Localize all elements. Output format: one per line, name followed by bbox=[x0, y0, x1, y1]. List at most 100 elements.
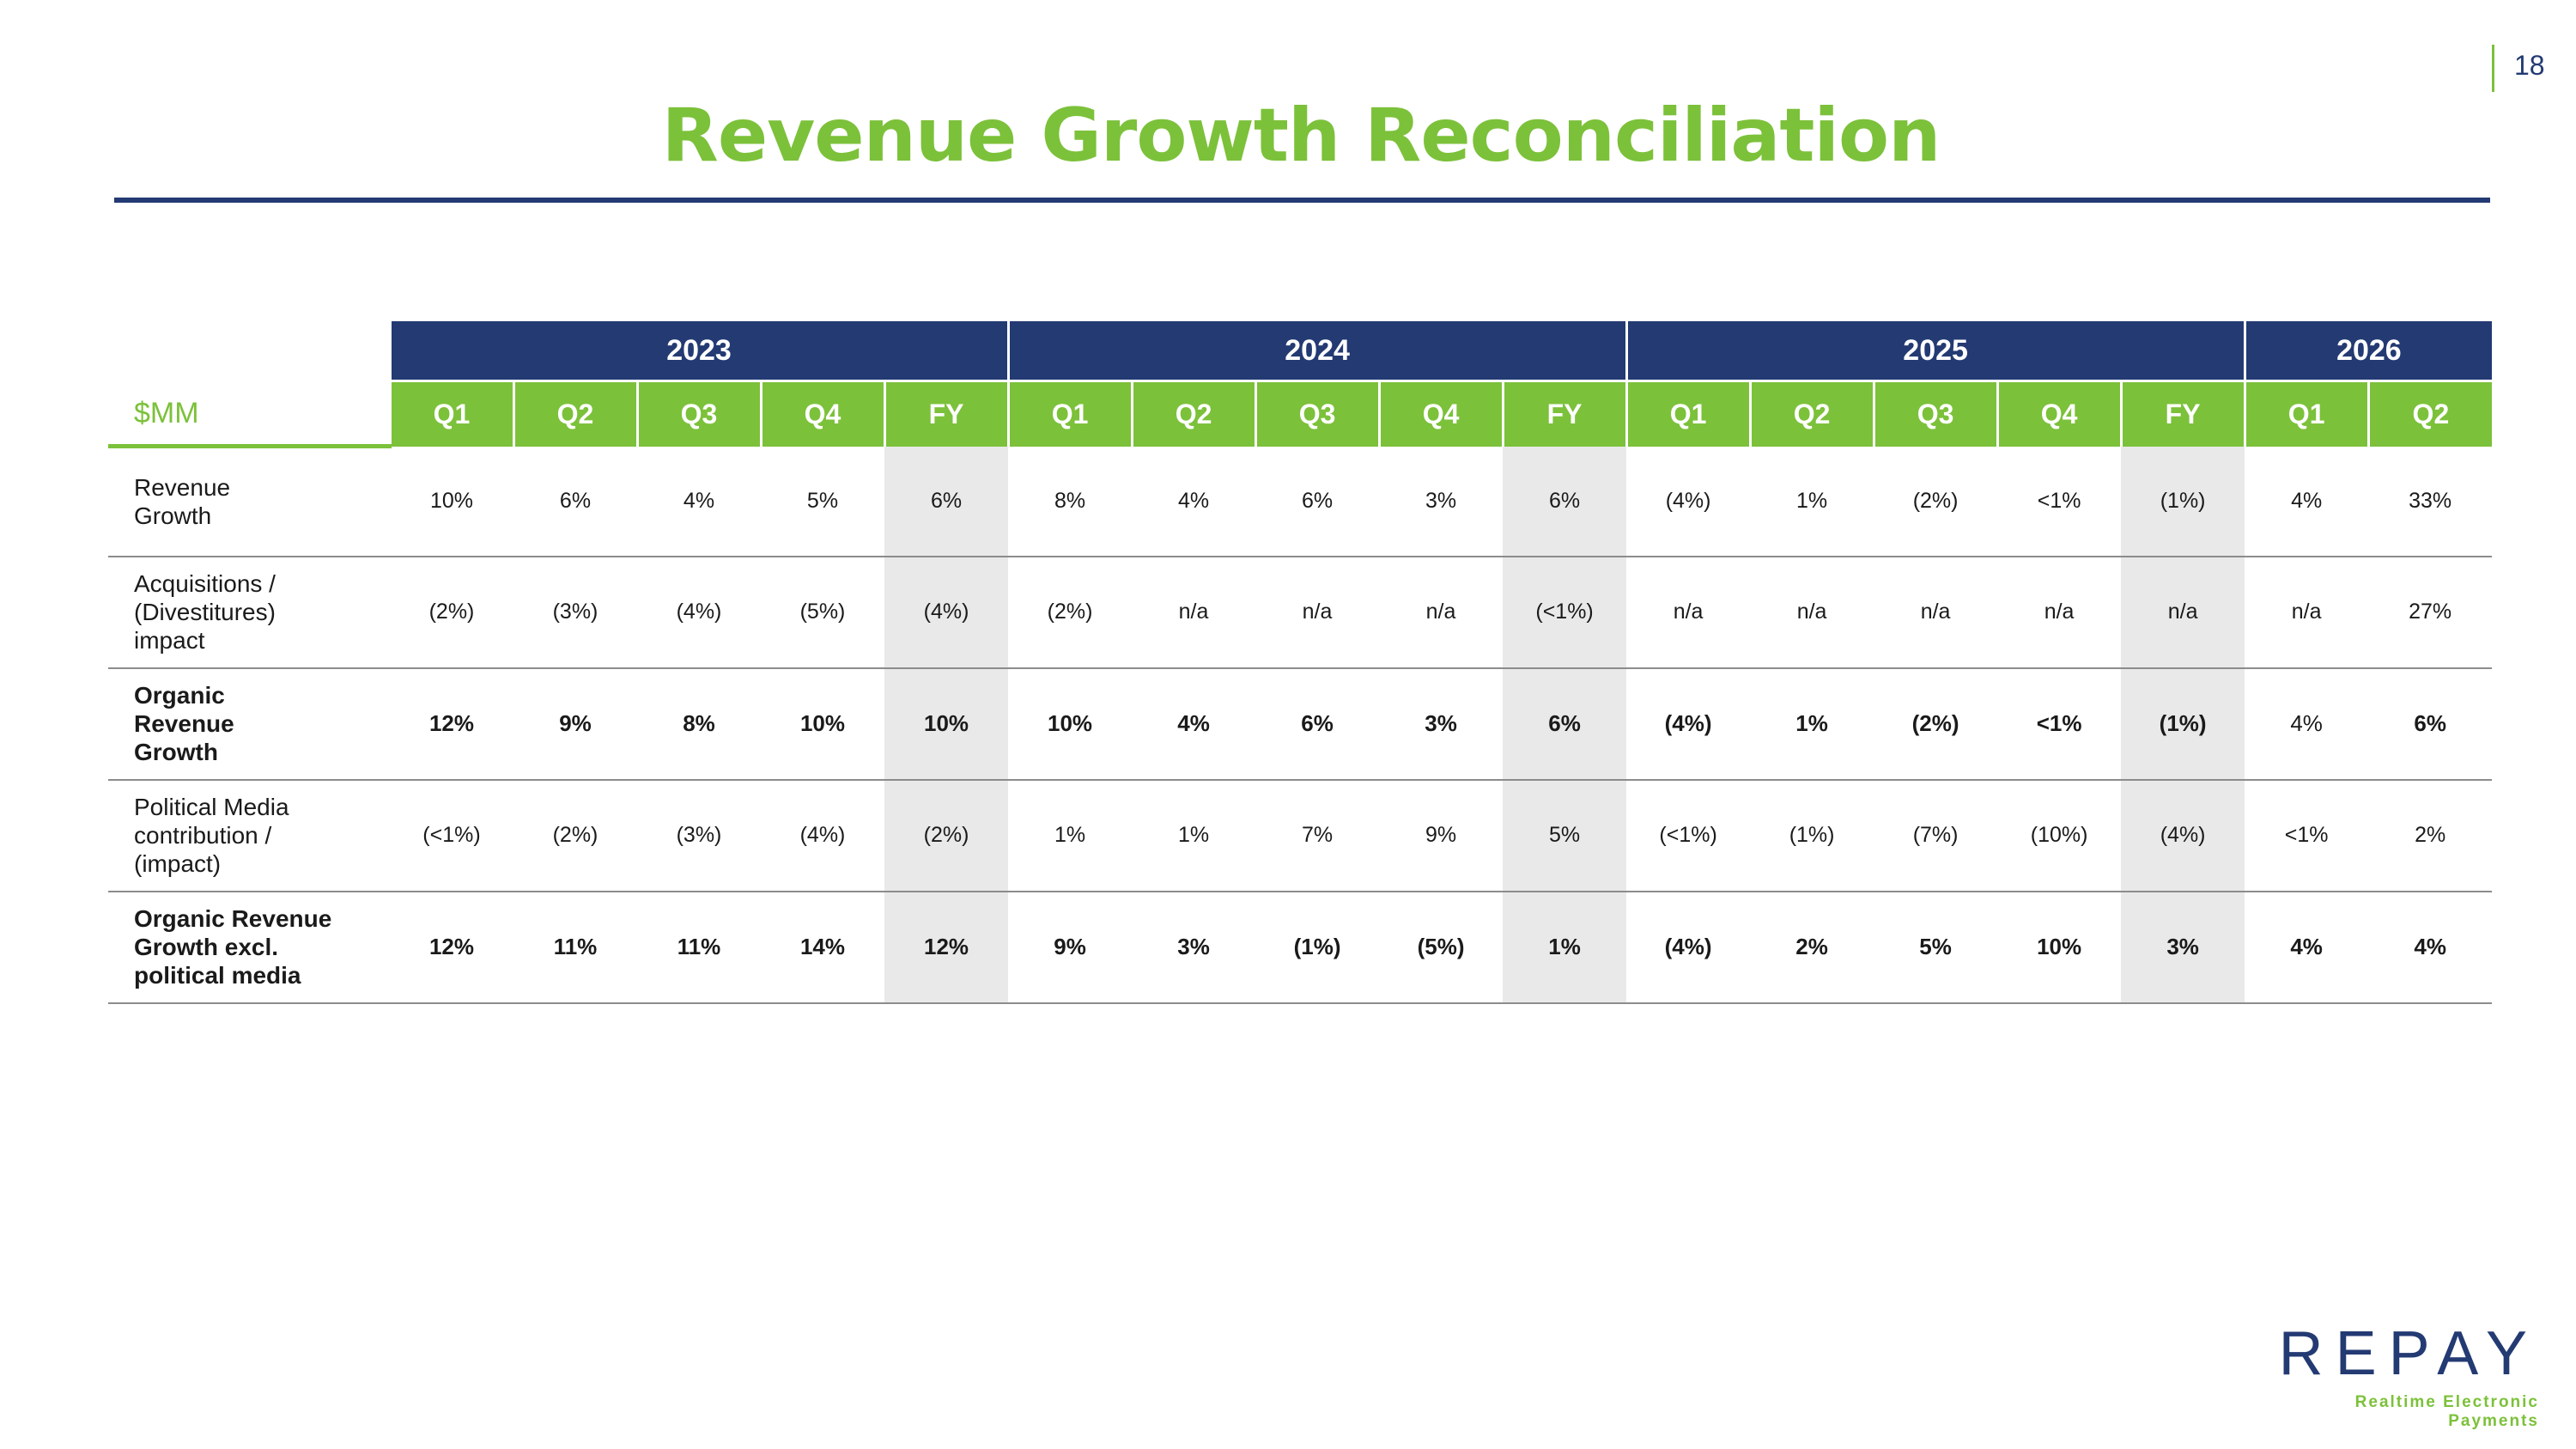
table-cell: 6% bbox=[1503, 446, 1627, 557]
table-cell: n/a bbox=[1255, 556, 1380, 669]
table-cell: (2%) bbox=[513, 779, 637, 892]
row-label: Organic Revenue Growth excl. political med… bbox=[108, 891, 390, 1004]
table-cell: 9% bbox=[1008, 891, 1133, 1004]
logo-wordmark: REPAY bbox=[2278, 1319, 2539, 1388]
period-header-q4: Q4 bbox=[1996, 380, 2122, 447]
row-label: Acquisitions / (Divestitures) impact bbox=[108, 556, 390, 669]
table-row: Revenue Growth 10% 6% 4% 5% 6% 8% 4% 6% 3% 6% (4%) 1%… bbox=[108, 446, 2493, 557]
period-header-q2: Q2 bbox=[1130, 380, 1256, 447]
table-cell: (10%) bbox=[1997, 779, 2122, 892]
table-cell: (2%) bbox=[1874, 446, 1998, 557]
table-cell: 9% bbox=[1379, 779, 1504, 892]
table-cell: (1%) bbox=[1255, 891, 1380, 1004]
table-cell: (3%) bbox=[513, 556, 637, 669]
table-cell: (<1%) bbox=[1626, 779, 1751, 892]
table-cell: 1% bbox=[1750, 446, 1874, 557]
period-header-fy: FY bbox=[1501, 380, 1627, 447]
table-cell: (4%) bbox=[637, 556, 761, 669]
period-header-row: $MM Q1 Q2 Q3 Q4 FY Q1 Q2 Q3 Q4 FY Q1 Q2 Q3 Q4 FY Q1 Q2 bbox=[108, 380, 2493, 448]
table-body: Revenue Growth 10% 6% 4% 5% 6% 8% 4% 6% 3% 6% (4%) 1%… bbox=[108, 446, 2493, 1004]
table-cell: (2%) bbox=[1874, 667, 1998, 781]
table-cell: n/a bbox=[2245, 556, 2369, 669]
table-cell: (4%) bbox=[2121, 779, 2245, 892]
period-header-q1: Q1 bbox=[388, 380, 513, 447]
period-header-q4: Q4 bbox=[759, 380, 884, 447]
table-cell: (4%) bbox=[1626, 667, 1751, 781]
table-cell: (5%) bbox=[761, 556, 884, 669]
table-cell: n/a bbox=[1132, 556, 1256, 669]
title-underline bbox=[114, 198, 2490, 203]
year-header-row: 2023 2024 2025 2026 bbox=[108, 321, 2493, 381]
table-cell: (1%) bbox=[1750, 779, 1874, 892]
table-cell: 3% bbox=[1132, 891, 1256, 1004]
table-cell: 10% bbox=[1008, 667, 1133, 781]
table-cell: 6% bbox=[1255, 667, 1380, 781]
table-cell: 11% bbox=[513, 891, 637, 1004]
table-cell: (<1%) bbox=[390, 779, 513, 892]
table-cell: 4% bbox=[2245, 667, 2369, 781]
table-cell: n/a bbox=[1626, 556, 1751, 669]
table-cell: <1% bbox=[2245, 779, 2369, 892]
period-header-q2: Q2 bbox=[1748, 380, 1874, 447]
year-header-2025: 2025 bbox=[1625, 321, 2245, 381]
table-cell: 1% bbox=[1750, 667, 1874, 781]
row-label-line: Growth bbox=[134, 739, 218, 765]
page-title: Revenue Growth Reconciliation bbox=[661, 93, 1941, 179]
row-label-line: contribution / bbox=[134, 822, 272, 849]
year-header-2026: 2026 bbox=[2243, 321, 2493, 381]
revenue-reconciliation-table: 2023 2024 2025 2026 $MM Q1 Q2 Q3 Q4 FY Q1 Q2 Q3 Q4 FY… bbox=[108, 321, 2493, 1004]
table-cell: 3% bbox=[2121, 891, 2245, 1004]
row-label: Organic Revenue Growth bbox=[108, 667, 390, 781]
table-cell: 4% bbox=[2245, 891, 2369, 1004]
row-label-line: (impact) bbox=[134, 850, 222, 877]
table-cell: 11% bbox=[637, 891, 761, 1004]
table-cell: 4% bbox=[1132, 667, 1256, 781]
table-cell: (1%) bbox=[2121, 446, 2245, 557]
table-cell: (7%) bbox=[1874, 779, 1998, 892]
period-header-fy: FY bbox=[883, 380, 1009, 447]
table-cell: (2%) bbox=[884, 779, 1009, 892]
table-cell: <1% bbox=[1997, 667, 2122, 781]
table-cell: 6% bbox=[884, 446, 1009, 557]
table-cell: 27% bbox=[2368, 556, 2493, 669]
row-label: Revenue Growth bbox=[108, 446, 390, 557]
page-number-divider bbox=[2492, 45, 2494, 92]
unit-label: $MM bbox=[108, 380, 390, 448]
row-label-line: Growth bbox=[134, 502, 212, 530]
logo-tagline: Realtime Electronic Payments bbox=[2354, 1393, 2539, 1430]
table-cell: n/a bbox=[1874, 556, 1998, 669]
table-cell: (5%) bbox=[1379, 891, 1504, 1004]
table-cell: 2% bbox=[2368, 779, 2493, 892]
table-row: Organic Revenue Growth excl. political med… bbox=[108, 891, 2493, 1004]
row-label-line: Political Media bbox=[134, 794, 289, 820]
table-cell: 4% bbox=[1132, 446, 1256, 557]
table-cell: (4%) bbox=[1626, 446, 1751, 557]
table-cell: (3%) bbox=[637, 779, 761, 892]
table-cell: 1% bbox=[1132, 779, 1256, 892]
table-cell: 6% bbox=[1503, 667, 1627, 781]
table-cell: 2% bbox=[1750, 891, 1874, 1004]
table-cell: 3% bbox=[1379, 446, 1504, 557]
period-header-q4: Q4 bbox=[1377, 380, 1504, 447]
table-cell: 14% bbox=[761, 891, 884, 1004]
table-cell: n/a bbox=[1997, 556, 2122, 669]
row-label-line: Organic Revenue bbox=[134, 905, 332, 932]
table-cell: 9% bbox=[513, 667, 637, 781]
table-cell: 5% bbox=[1503, 779, 1627, 892]
period-header-q3: Q3 bbox=[635, 380, 761, 447]
row-label-line: Growth excl. bbox=[134, 934, 279, 960]
table-cell: n/a bbox=[1750, 556, 1874, 669]
table-cell: 6% bbox=[1255, 446, 1380, 557]
table-cell: 1% bbox=[1008, 779, 1133, 892]
period-header-fy: FY bbox=[2119, 380, 2245, 447]
table-cell: 10% bbox=[390, 446, 513, 557]
table-cell: 3% bbox=[1379, 667, 1504, 781]
table-cell: 6% bbox=[513, 446, 637, 557]
table-cell: 5% bbox=[1874, 891, 1998, 1004]
row-label-line: Revenue bbox=[134, 710, 234, 737]
table-row: Political Media contribution / (impact) (<1… bbox=[108, 779, 2493, 892]
table-cell: n/a bbox=[1379, 556, 1504, 669]
period-header-q1: Q1 bbox=[1006, 380, 1133, 447]
table-cell: (1%) bbox=[2121, 667, 2245, 781]
page-number: 18 bbox=[2514, 50, 2545, 81]
